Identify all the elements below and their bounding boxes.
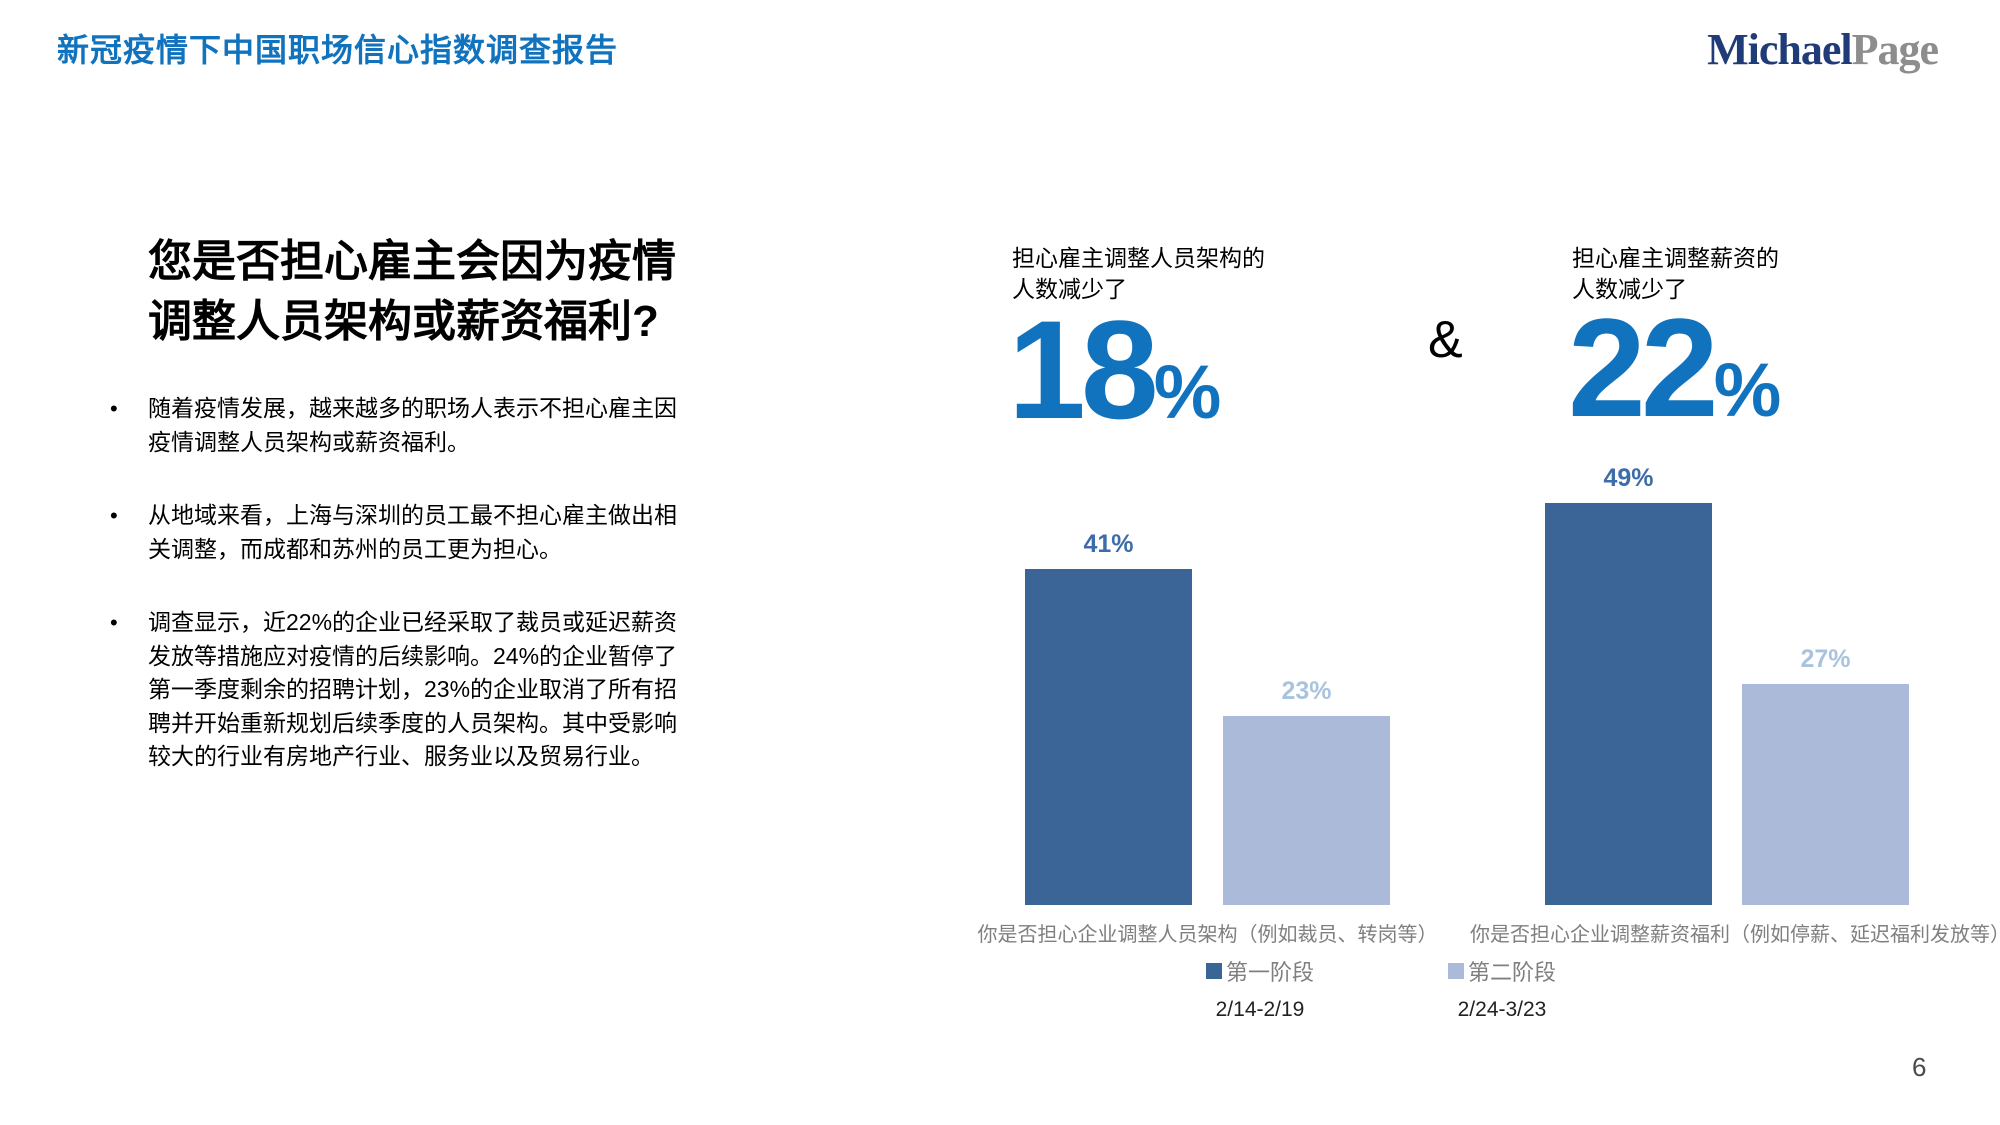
bar-rect: [1545, 503, 1712, 905]
bullet-icon: •: [110, 503, 118, 528]
bar-value-label: 27%: [1800, 645, 1851, 673]
stat1-label-line1: 担心雇主调整人员架构的: [1012, 245, 1265, 271]
page-number: 6: [1912, 1052, 1927, 1082]
stat1-unit: %: [1153, 350, 1222, 435]
question-heading-line2: 调整人员架构或薪资福利?: [148, 297, 659, 346]
stat1-big-number: 18%: [1008, 300, 1221, 440]
list-item: • 随着疫情发展，越来越多的职场人表示不担心雇主因疫情调整人员架构或薪资福利。: [110, 392, 695, 459]
list-item: • 从地域来看，上海与深圳的员工最不担心雇主做出相关调整，而成都和苏州的员工更为…: [110, 499, 695, 566]
bar-rect: [1025, 569, 1192, 905]
legend-item-phase1: 第一阶段: [1206, 955, 1314, 987]
chart2-axis-label: 你是否担心企业调整薪资福利（例如停薪、延迟福利发放等）: [1470, 924, 2000, 946]
stat2-unit: %: [1713, 348, 1782, 433]
michael-page-logo: MichaelPage: [1707, 25, 1939, 74]
page-title: 新冠疫情下中国职场信心指数调查报告: [57, 32, 619, 68]
ampersand-separator: &: [1428, 311, 1463, 369]
bar-rect: [1742, 684, 1909, 905]
question-heading-line1: 您是否担心雇主会因为疫情: [148, 237, 676, 286]
list-item: • 调查显示，近22%的企业已经采取了裁员或延迟薪资发放等措施应对疫情的后续影响…: [110, 606, 695, 774]
bullet-text: 随着疫情发展，越来越多的职场人表示不担心雇主因疫情调整人员架构或薪资福利。: [148, 395, 677, 455]
legend-swatch-phase2-icon: [1448, 963, 1464, 979]
chart2-bar-phase2: 27%: [1742, 647, 1909, 905]
bar-value-label: 49%: [1603, 464, 1654, 492]
stat2-label-line1: 担心雇主调整薪资的: [1572, 245, 1779, 271]
chart2-bar-phase1: 49%: [1545, 466, 1712, 905]
chart1-bar-phase1: 41%: [1025, 532, 1192, 905]
phase1-date-range: 2/14-2/19: [1215, 998, 1305, 1021]
legend-swatch-phase1-icon: [1206, 963, 1222, 979]
bullet-icon: •: [110, 396, 118, 421]
bullet-list: • 随着疫情发展，越来越多的职场人表示不担心雇主因疫情调整人员架构或薪资福利。 …: [110, 392, 695, 814]
stat2-label: 担心雇主调整薪资的 人数减少了: [1572, 243, 1779, 305]
stat2-big-number: 22%: [1568, 298, 1781, 438]
bar-rect: [1223, 716, 1390, 905]
chart1-bar-phase2: 23%: [1223, 679, 1390, 905]
stat1-value: 18: [1008, 291, 1159, 448]
stat1-label: 担心雇主调整人员架构的 人数减少了: [1012, 243, 1265, 305]
legend-item-phase2: 第二阶段: [1448, 955, 1556, 987]
bullet-text: 调查显示，近22%的企业已经采取了裁员或延迟薪资发放等措施应对疫情的后续影响。2…: [148, 609, 678, 769]
stat2-value: 22: [1568, 289, 1719, 446]
bullet-text: 从地域来看，上海与深圳的员工最不担心雇主做出相关调整，而成都和苏州的员工更为担心…: [148, 502, 677, 562]
legend-label-phase1: 第一阶段: [1226, 960, 1315, 985]
chart1-axis-label: 你是否担心企业调整人员架构（例如裁员、转岗等）: [977, 924, 1438, 946]
bar-value-label: 23%: [1281, 677, 1332, 705]
bullet-icon: •: [110, 610, 118, 635]
phase2-date-range: 2/24-3/23: [1457, 998, 1547, 1021]
logo-text-michael: Michael: [1707, 25, 1853, 74]
question-heading: 您是否担心雇主会因为疫情 调整人员架构或薪资福利?: [148, 232, 676, 352]
legend-label-phase2: 第二阶段: [1468, 960, 1557, 985]
logo-text-page: Page: [1851, 25, 1939, 74]
stat1-label-line2: 人数减少了: [1012, 276, 1127, 302]
stat2-label-line2: 人数减少了: [1572, 276, 1687, 302]
bar-value-label: 41%: [1083, 530, 1134, 558]
